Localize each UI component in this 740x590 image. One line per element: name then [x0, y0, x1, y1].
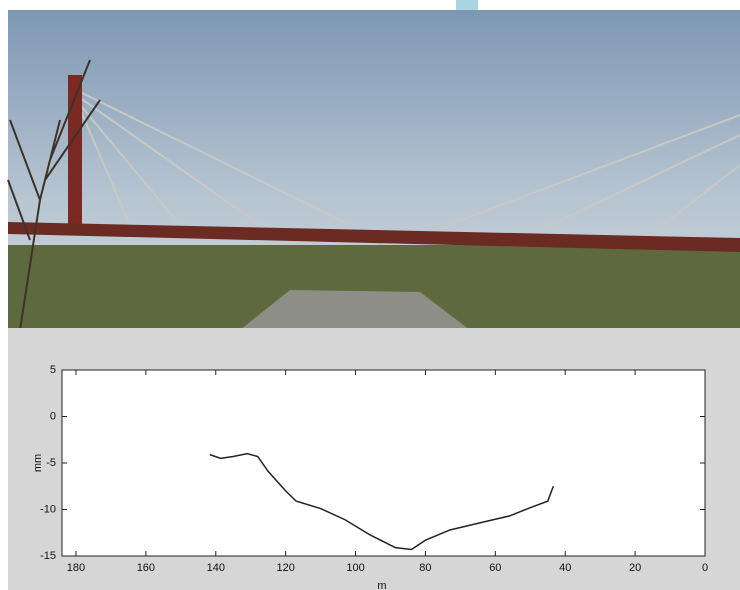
x-tick-label: 0 [702, 562, 708, 574]
y-tick-label: -5 [46, 457, 56, 469]
x-axis-label: m [377, 580, 386, 590]
y-tick-label: -10 [40, 503, 56, 515]
x-tick-label: 80 [419, 562, 431, 574]
x-tick-label: 20 [629, 562, 641, 574]
plot-area [62, 370, 705, 556]
x-tick-label: 140 [207, 562, 225, 574]
y-tick-label: -15 [40, 550, 56, 562]
x-tick-label: 120 [276, 562, 294, 574]
photo [8, 0, 740, 590]
x-tick-label: 40 [559, 562, 571, 574]
page: m mm 5 0 -5 -10 -15 180 160 140 120 100 80 60 40 20 0 [0, 0, 740, 590]
x-tick-label: 60 [489, 562, 501, 574]
y-tick-label: 5 [50, 364, 56, 376]
y-tick-label: 0 [50, 410, 56, 422]
x-tick-label: 160 [137, 562, 155, 574]
x-tick-label: 100 [346, 562, 364, 574]
y-axis-label: mm [32, 454, 44, 472]
x-tick-label: 180 [67, 562, 85, 574]
